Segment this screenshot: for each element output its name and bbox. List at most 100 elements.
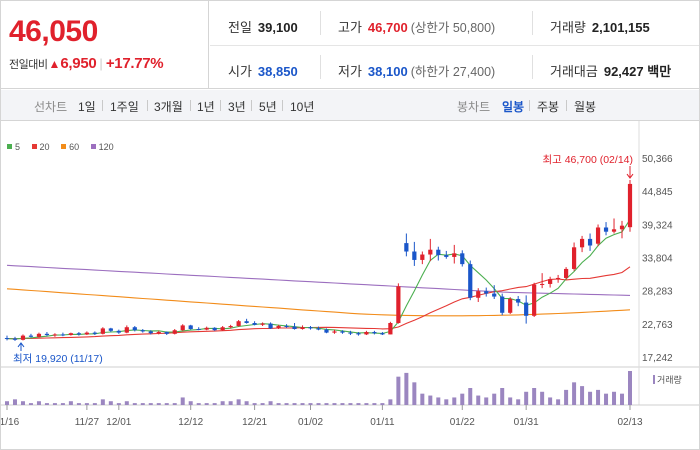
toolbar-divider [566,100,567,111]
x-tick-label: 12/12 [178,417,203,428]
change-row: 전일대비▲6,950 | +17.77% [9,55,164,72]
y-tick-label: 28,283 [642,287,673,298]
x-tick-label: 11/27 [75,417,100,428]
toolbar-divider [190,100,191,111]
candle-body [436,249,441,256]
volume-bar [516,399,521,405]
candle-body [540,283,545,285]
legend-label: 60 [69,142,80,152]
candle-body [556,277,561,280]
x-tick-label: 12/21 [242,417,267,428]
stat-value: 38,100 [367,64,408,79]
x-tick-label: 01/31 [514,417,539,428]
current-price: 46,050 [9,15,98,48]
candle-body [188,325,193,330]
legend-swatch [31,144,37,149]
quote-stats: 전일 39,100 고가 46,700 (상한가 50,800) 거래량 2,101,1… [210,1,699,89]
x-tick-label: 02/13 [617,417,642,428]
volume-bar [572,382,577,405]
volume-bar [428,395,433,405]
line-chart-label: 선차트 [34,100,68,114]
volume-bar [500,388,505,405]
candlestick-chart[interactable]: 50,366 44,845 39,324 33,804 28,283 22,763 17,2… [1,121,699,450]
candle-body [412,251,417,260]
candle-body [388,323,393,335]
candle-body [284,326,289,328]
max-arrow-icon [626,173,634,179]
stat-value: 39,100 [257,20,298,35]
legend-swatch [7,144,12,149]
stat-label: 고가 [338,20,362,35]
period-1d[interactable]: 1일 [78,100,96,114]
volume-bar [20,401,25,405]
period-1w[interactable]: 1주일 [110,100,139,114]
candle-body [508,298,513,313]
candle-body [260,323,265,325]
stat-high: 고가 46,700 (상한가 50,800) [338,17,495,36]
candle-body [76,333,81,335]
candle-body [603,227,609,232]
candle-body [28,335,34,337]
volume-bar [628,371,632,405]
volume-bar [556,399,561,405]
candle-body [300,327,305,330]
volume-bar [12,399,17,405]
volume-bar [524,391,529,405]
stat-volume: 거래량 2,101,155 [550,17,650,36]
volume-bar [388,399,393,405]
period-3y[interactable]: 3년 [228,100,246,114]
candle-daily[interactable]: 일봉 [502,100,525,114]
volume-bar [316,403,321,405]
volume-bar [324,403,329,405]
period-1y[interactable]: 1년 [197,100,215,114]
toolbar-divider [251,100,252,111]
candle-body [204,327,209,330]
candle-body [356,333,361,335]
candle-monthly[interactable]: 월봉 [574,100,597,114]
candle-body [548,279,553,284]
volume-bar [540,391,545,405]
period-10y[interactable]: 10년 [290,100,315,114]
candle-body [140,330,145,332]
candle-body [364,332,369,335]
stat-unit: 백만 [647,64,672,79]
ma5-line [6,219,631,340]
volume-bar [484,397,489,405]
candle-body [244,321,249,324]
candle-body [84,332,89,335]
volume-bar [356,403,361,405]
up-arrow-icon: ▲ [48,57,61,71]
legend-label: 5 [15,142,21,152]
period-3m[interactable]: 3개월 [154,100,183,114]
volume-bar [188,401,193,405]
candle-body [92,332,97,334]
period-5y[interactable]: 5년 [259,100,277,114]
volume-bar [436,397,441,405]
change-separator: | [99,56,103,71]
stat-label: 전일 [228,20,252,35]
volume-bar [596,389,601,405]
legend-label: 20 [39,142,50,152]
volume-bar [620,393,625,405]
volume-bar [212,403,217,405]
candle-body [308,327,313,329]
volume-bar [508,397,513,405]
stat-trade-amount: 거래대금 92,427 백만 [550,61,671,80]
candle-body [156,332,161,334]
candle-body [292,326,297,330]
toolbar-divider [220,100,221,111]
stat-open: 시가 38,850 [228,61,298,80]
volume-bar [444,399,449,405]
stats-col-divider [532,11,533,35]
volume-bar [532,388,537,405]
volume-bar [412,382,417,405]
volume-bar [460,393,465,405]
volume-bar [364,403,369,405]
candle-body [460,253,465,265]
candle-body [340,331,345,333]
y-tick-label: 33,804 [642,254,673,265]
candle-body [36,333,42,337]
candle-weekly[interactable]: 주봉 [537,100,560,114]
candle-body [236,321,241,327]
